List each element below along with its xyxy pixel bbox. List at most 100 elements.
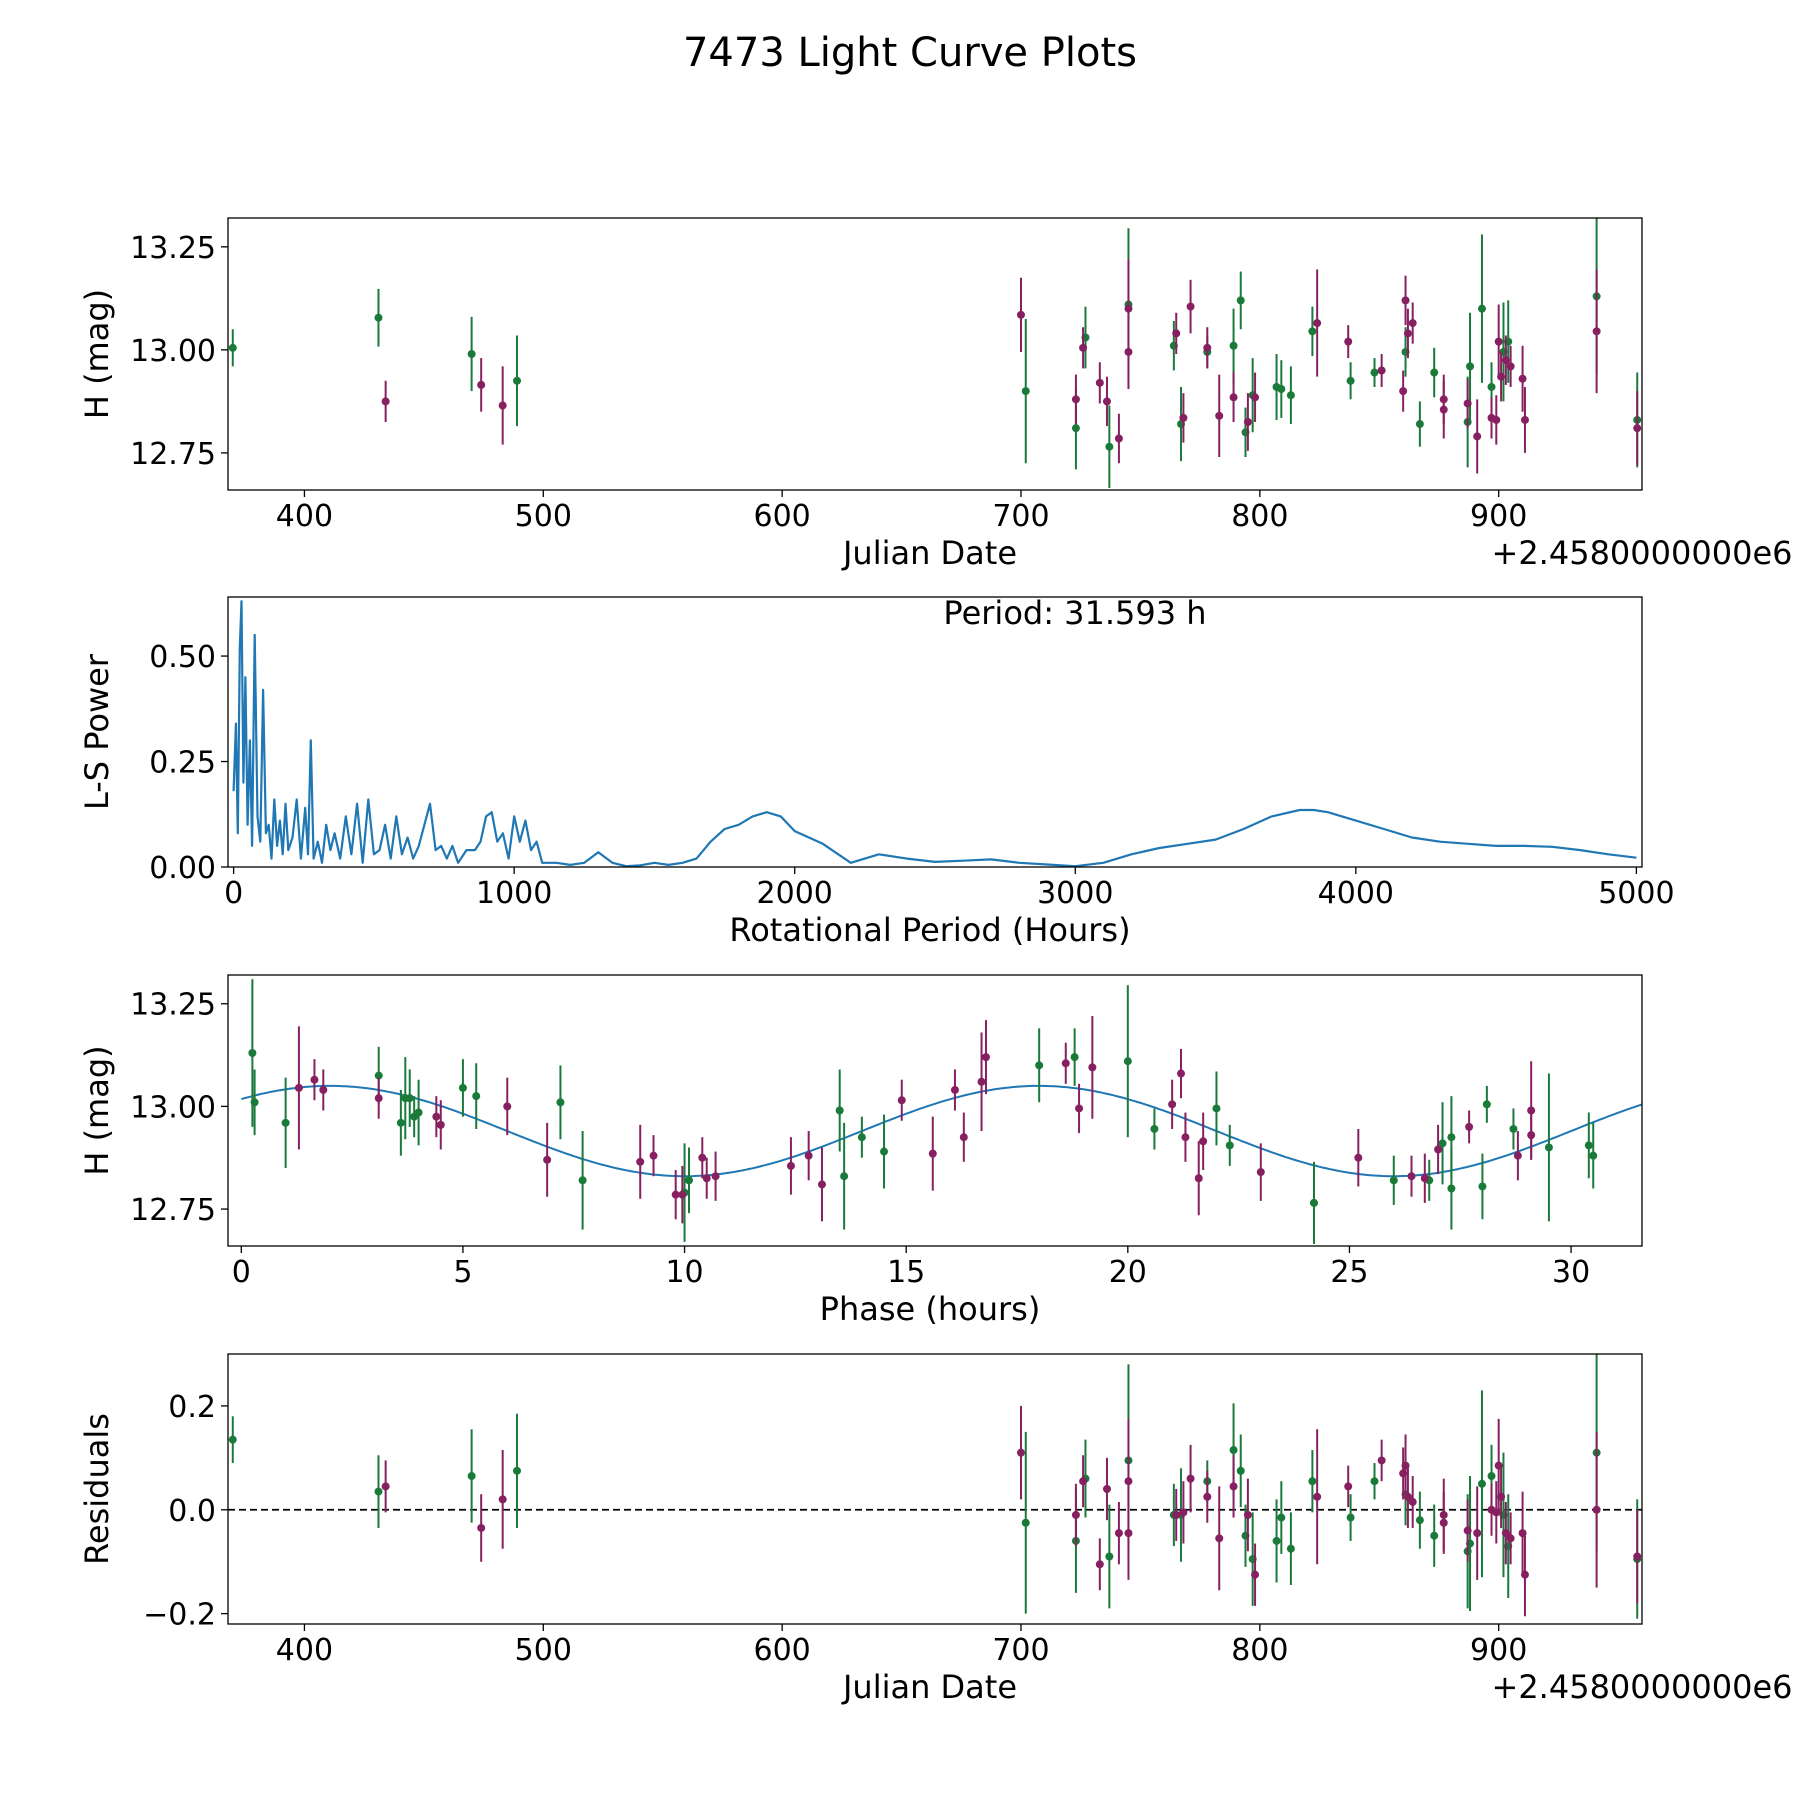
- purple-data-point: [1251, 393, 1260, 402]
- green-data-point: [1584, 1141, 1593, 1150]
- green-data-point: [1021, 387, 1030, 396]
- purple-data-point: [1186, 1474, 1195, 1483]
- green-data-point: [1415, 420, 1424, 429]
- green-data-point: [1123, 1057, 1132, 1066]
- purple-data-point: [1016, 1448, 1025, 1457]
- green-data-point: [513, 1466, 522, 1475]
- x-axis-label: Julian Date: [841, 534, 1017, 572]
- purple-data-point: [1473, 432, 1482, 441]
- purple-data-point: [1403, 329, 1412, 338]
- purple-data-point: [1592, 1505, 1601, 1514]
- green-data-point: [458, 1083, 467, 1092]
- purple-data-point: [1399, 387, 1408, 396]
- green-data-point: [1277, 1513, 1286, 1522]
- green-data-point: [1070, 1053, 1079, 1062]
- green-data-point: [857, 1133, 866, 1142]
- purple-data-point: [1439, 405, 1448, 414]
- x-tick-label: 15: [887, 1255, 925, 1290]
- purple-data-point: [1434, 1145, 1443, 1154]
- green-data-point: [1438, 1139, 1447, 1148]
- purple-data-point: [432, 1112, 441, 1121]
- purple-data-point: [1592, 327, 1601, 336]
- phased-data: [241, 979, 1642, 1244]
- y-tick-label: 0.0: [168, 1494, 216, 1529]
- y-tick-label: 0.2: [168, 1390, 216, 1425]
- green-data-point: [405, 1094, 414, 1103]
- purple-data-point: [698, 1153, 707, 1162]
- green-data-point: [1309, 1198, 1318, 1207]
- purple-data-point: [1088, 1063, 1097, 1072]
- green-data-point: [513, 376, 522, 385]
- green-data-point: [1308, 327, 1317, 336]
- green-data-point: [1482, 1100, 1491, 1109]
- purple-data-point: [1513, 1151, 1522, 1160]
- green-data-point: [374, 1071, 383, 1080]
- green-data-point: [250, 1098, 259, 1107]
- purple-data-point: [1079, 343, 1088, 352]
- purple-data-point: [1168, 1100, 1177, 1109]
- purple-data-point: [1473, 1529, 1482, 1538]
- purple-data-point: [1075, 1104, 1084, 1113]
- green-data-point: [1212, 1104, 1221, 1113]
- green-data-point: [1430, 1531, 1439, 1540]
- purple-data-point: [1016, 310, 1025, 319]
- purple-data-point: [1313, 319, 1322, 328]
- green-data-point: [880, 1147, 889, 1156]
- purple-data-point: [1633, 424, 1642, 433]
- purple-data-point: [477, 380, 486, 389]
- x-tick-label: 5: [453, 1255, 472, 1290]
- green-data-point: [1105, 442, 1114, 451]
- green-data-point: [1487, 382, 1496, 391]
- green-data-point: [1346, 1513, 1355, 1522]
- lightcurve-data: [228, 218, 1642, 488]
- green-data-point: [1477, 304, 1486, 313]
- lightcurve-frame: [227, 217, 1643, 491]
- x-tick-label: 4000: [1318, 876, 1394, 911]
- y-tick-label: 13.25: [130, 988, 216, 1023]
- purple-data-point: [543, 1155, 552, 1164]
- purple-data-point: [310, 1075, 319, 1084]
- purple-data-point: [950, 1085, 959, 1094]
- green-data-point: [1236, 1466, 1245, 1475]
- x-tick-label: 10: [665, 1255, 703, 1290]
- x-tick-label: 600: [754, 1633, 811, 1668]
- green-data-point: [1286, 391, 1295, 400]
- residuals-frame: [227, 1353, 1643, 1625]
- green-data-point: [1466, 362, 1475, 371]
- periodogram-panel: [221, 596, 1643, 874]
- green-data-point: [1487, 1472, 1496, 1481]
- purple-data-point: [1071, 1510, 1080, 1519]
- y-tick-label: 13.00: [130, 334, 216, 369]
- green-data-point: [1277, 385, 1286, 394]
- purple-data-point: [1518, 374, 1527, 383]
- purple-data-point: [977, 1077, 986, 1086]
- green-data-point: [1477, 1479, 1486, 1488]
- x-tick-label: 0: [224, 876, 243, 911]
- green-data-point: [556, 1098, 565, 1107]
- x-tick-label: 900: [1470, 499, 1527, 534]
- purple-data-point: [1215, 1534, 1224, 1543]
- periodogram-frame: [227, 596, 1643, 868]
- y-axis-label: L-S Power: [78, 653, 116, 810]
- purple-data-point: [1354, 1153, 1363, 1162]
- purple-data-point: [1194, 1174, 1203, 1183]
- purple-data-point: [1181, 1133, 1190, 1142]
- x-tick-label: 1000: [476, 876, 552, 911]
- green-data-point: [835, 1106, 844, 1115]
- green-data-point: [840, 1172, 849, 1181]
- x-tick-label: 900: [1470, 1633, 1527, 1668]
- green-data-point: [1286, 1544, 1295, 1553]
- period-annotation: Period: 31.593 h: [943, 594, 1206, 632]
- x-offset-text: +2.4580000000e6: [1492, 534, 1793, 572]
- x-axis-label: Julian Date: [841, 1668, 1017, 1706]
- purple-data-point: [1251, 1570, 1260, 1579]
- purple-data-point: [1229, 1482, 1238, 1491]
- purple-data-point: [1407, 1172, 1416, 1181]
- purple-data-point: [1492, 415, 1501, 424]
- x-tick-label: 800: [1231, 499, 1288, 534]
- purple-data-point: [671, 1190, 680, 1199]
- x-tick-label: 20: [1109, 1255, 1147, 1290]
- y-axis-label: H (mag): [78, 1045, 116, 1175]
- periodogram-line: [232, 600, 1637, 867]
- x-tick-label: 500: [515, 499, 572, 534]
